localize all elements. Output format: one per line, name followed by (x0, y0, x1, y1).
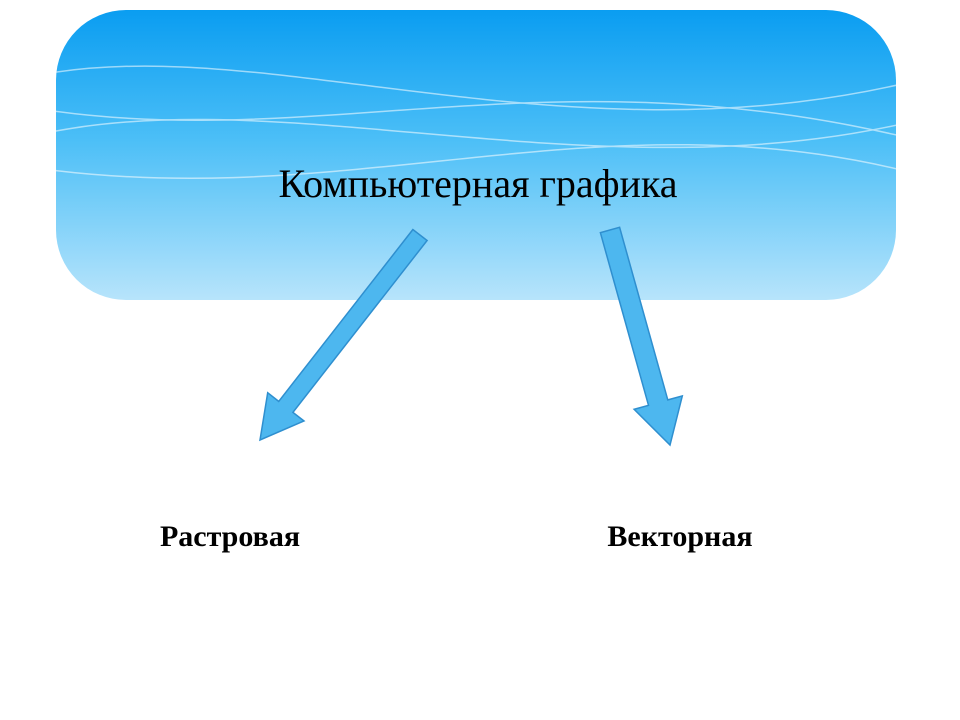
title-plate (56, 10, 896, 300)
page-title: Компьютерная графика (278, 160, 677, 207)
plate-graphic (56, 10, 896, 300)
label-left: Растровая (160, 520, 300, 554)
label-right: Векторная (607, 520, 752, 554)
